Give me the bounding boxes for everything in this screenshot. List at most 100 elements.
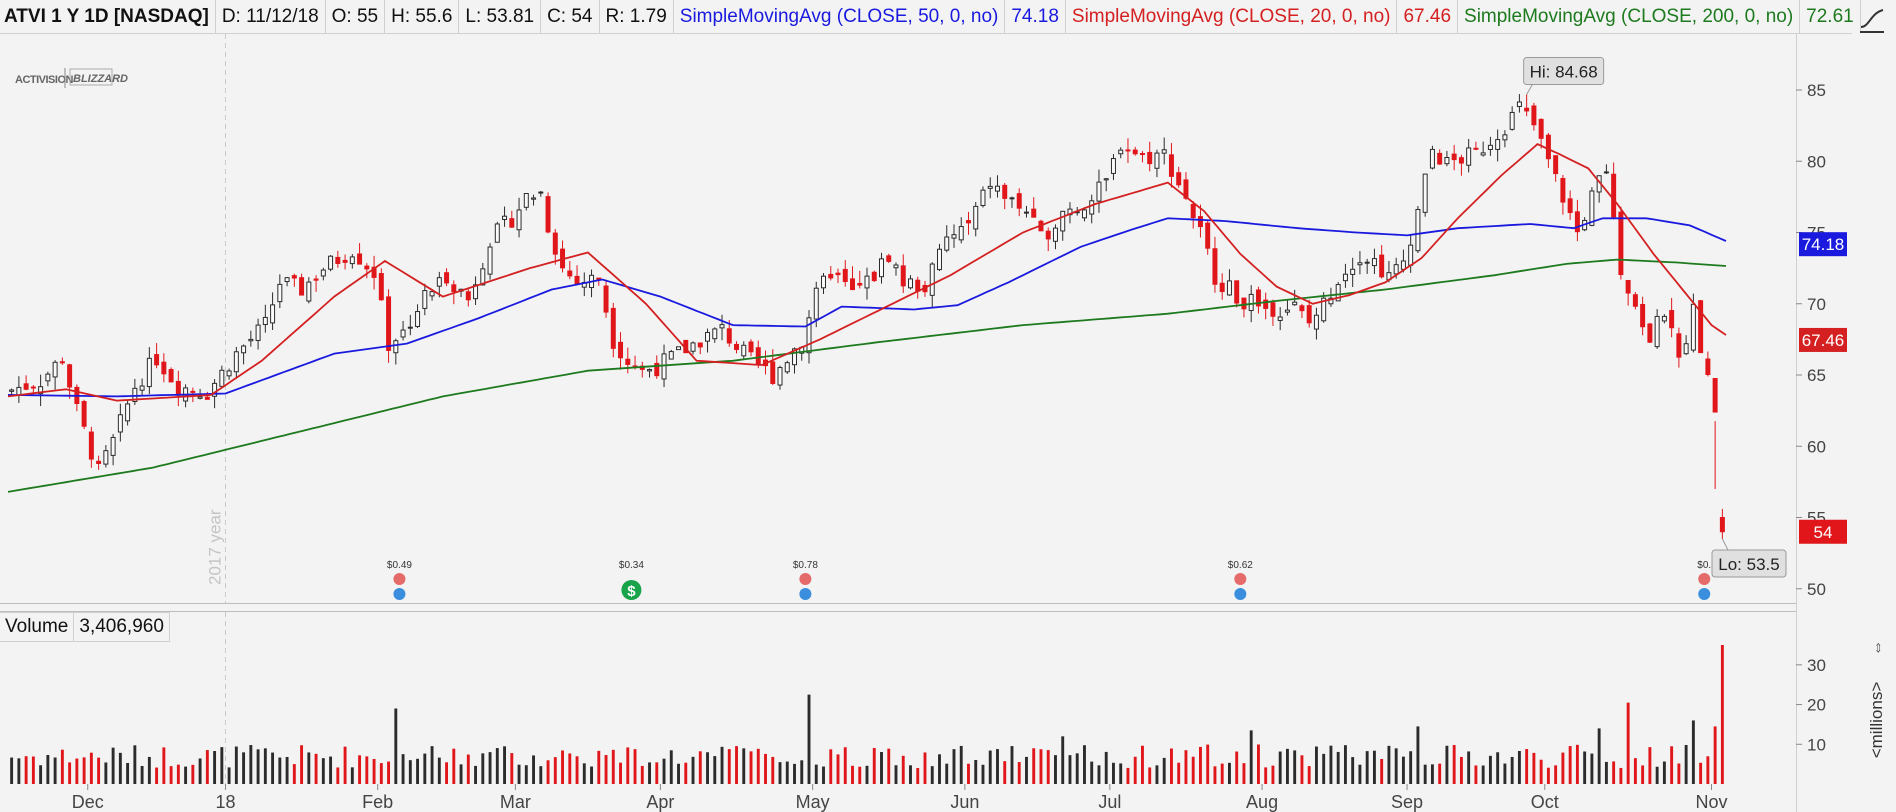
candle [364, 263, 370, 279]
candle-body [45, 373, 51, 382]
candle-body [1321, 297, 1327, 322]
candle [1632, 292, 1638, 310]
candle-body [734, 343, 740, 350]
candle [1502, 130, 1508, 148]
volume-tick-label: 30 [1807, 656, 1826, 675]
candle-body [1553, 155, 1559, 175]
candle [965, 211, 971, 235]
candle-body [1219, 282, 1225, 293]
candle [117, 403, 123, 442]
candle [987, 177, 993, 199]
candle [146, 347, 152, 395]
candle-body [1045, 230, 1051, 240]
candle [1676, 327, 1682, 368]
candle [1197, 204, 1203, 238]
sma20-legend[interactable]: SimpleMovingAvg (CLOSE, 20, 0, no) [1066, 0, 1398, 33]
earnings-icon[interactable] [393, 573, 406, 585]
candle [96, 455, 102, 470]
info-icon[interactable] [1234, 588, 1247, 600]
candle-body [792, 348, 798, 366]
symbol-label[interactable]: ATVI 1 Y 1D [NASDAQ] [0, 0, 216, 33]
candle-body [1567, 198, 1573, 214]
price-tick-label: 70 [1807, 295, 1826, 314]
drawing-tool-icon[interactable] [1854, 2, 1890, 38]
date-readout: D: 11/12/18 [216, 0, 326, 33]
candle-body [603, 285, 609, 313]
candle [1712, 378, 1718, 489]
earnings-icon[interactable] [1698, 573, 1711, 585]
candle-body [241, 345, 247, 354]
candle-body [197, 396, 203, 399]
candle-body [531, 197, 537, 200]
time-tick-label: Jun [950, 792, 979, 812]
candle-body [705, 331, 711, 342]
low-callout-box [1711, 549, 1787, 578]
candle-body [117, 414, 123, 433]
candle-body [1698, 300, 1704, 354]
sma50-legend[interactable]: SimpleMovingAvg (CLOSE, 50, 0, no) [674, 0, 1006, 33]
candle-body [1524, 107, 1530, 112]
candle [284, 277, 290, 287]
candle-body [893, 264, 899, 269]
candle-body [1357, 262, 1363, 266]
candle-body [1480, 152, 1486, 156]
candle-body [915, 279, 921, 292]
info-icon[interactable] [799, 588, 812, 600]
candle-body [487, 246, 493, 275]
volume-tick-label: 20 [1807, 696, 1826, 715]
candle-body [850, 278, 855, 291]
candle [125, 399, 131, 426]
candle-body [574, 275, 580, 285]
candle-body [291, 275, 297, 279]
last-price-badge [1799, 519, 1847, 544]
info-icon[interactable] [393, 588, 406, 600]
candle [1016, 188, 1022, 217]
candle [748, 339, 754, 357]
candle [219, 365, 225, 388]
candle-body [125, 403, 131, 422]
candle [1292, 289, 1298, 306]
candle-body [516, 209, 522, 231]
candle-body [668, 351, 674, 360]
candle [792, 347, 798, 374]
candle [1458, 154, 1464, 176]
candle-body [1031, 208, 1037, 218]
sma200-legend[interactable]: SimpleMovingAvg (CLOSE, 200, 0, no) [1458, 0, 1801, 33]
candle-body [407, 326, 413, 329]
candle [342, 254, 348, 270]
candle-body [1676, 333, 1682, 358]
year-marker-label: 2017 year [205, 509, 224, 585]
candle [1553, 155, 1559, 182]
candle-body [784, 362, 790, 373]
candle [958, 217, 964, 244]
candle-body [255, 324, 261, 341]
candle [407, 314, 413, 336]
candle [1422, 173, 1428, 217]
candle [647, 368, 653, 378]
candle-body [1335, 284, 1341, 302]
event-amount-label: $0.78 [793, 560, 818, 571]
info-icon[interactable] [1698, 588, 1711, 600]
candle-body [436, 277, 442, 287]
candle-body [1625, 279, 1631, 294]
candle-body [755, 347, 761, 365]
candle-body [1560, 177, 1566, 203]
time-tick-label: Sep [1391, 792, 1423, 812]
panel-resize-icon[interactable]: ⇔ [1869, 640, 1886, 656]
candle-body [1241, 297, 1247, 310]
candle [233, 346, 239, 379]
earnings-icon[interactable] [799, 573, 812, 585]
dividend-icon[interactable] [621, 580, 642, 600]
candle [1379, 245, 1385, 279]
candle [1473, 141, 1479, 151]
candle-body [900, 265, 906, 287]
candle [1654, 309, 1660, 349]
candle-body [1545, 134, 1551, 160]
candle [1661, 314, 1667, 324]
candle [226, 368, 232, 380]
earnings-icon[interactable] [1234, 573, 1247, 585]
candle-body [429, 291, 435, 297]
candle [1241, 297, 1247, 318]
candle [1154, 149, 1160, 178]
